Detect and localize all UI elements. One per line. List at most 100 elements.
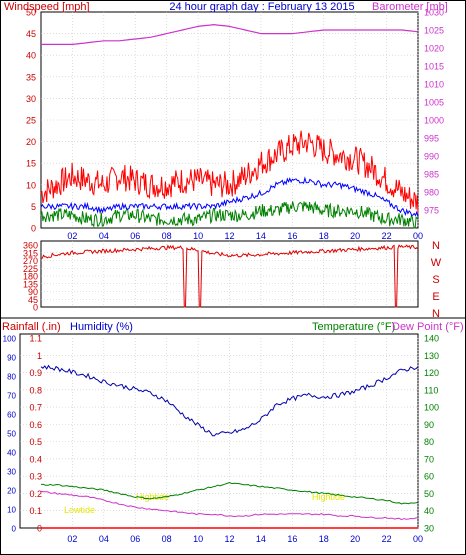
temperature-tick-label: 110 xyxy=(424,385,438,395)
temperature-tick-label: 70 xyxy=(424,454,434,464)
compass-label: W xyxy=(431,257,442,269)
rain-tick-label: 0.5 xyxy=(29,437,42,447)
rainfall-label: Rainfall (.in) xyxy=(2,321,61,333)
hightide-label-1: Hightide xyxy=(136,492,169,502)
compass-label: E xyxy=(432,291,439,303)
hour-tick-label: 00 xyxy=(413,534,423,544)
hour-tick-label: 20 xyxy=(350,231,360,241)
rain-tick-label: 0.8 xyxy=(29,385,42,395)
rain-tick-label: 0 xyxy=(37,524,42,534)
temperature-tick-label: 40 xyxy=(424,506,434,516)
barometer-tick-label: 1010 xyxy=(424,80,444,90)
temperature-tick-label: 90 xyxy=(424,420,434,430)
windspeed-tick-label: 10 xyxy=(26,180,36,190)
hour-tick-label: 14 xyxy=(256,231,266,241)
lowtide-label: Lowtide xyxy=(64,505,95,515)
humidity-tick-label: 30 xyxy=(7,468,16,477)
direction-tick-label: 45 xyxy=(28,295,38,305)
hour-tick-label: 04 xyxy=(99,534,109,544)
hour-tick-label: 10 xyxy=(193,231,203,241)
hour-tick-label: 08 xyxy=(162,231,172,241)
humidity-label: Humidity (%) xyxy=(70,321,133,333)
compass-label: N xyxy=(432,308,440,320)
rain-tick-label: 0.9 xyxy=(29,368,42,378)
barometer-tick-label: 980 xyxy=(424,188,439,198)
compass-label: S xyxy=(432,274,439,286)
hour-tick-label: 08 xyxy=(162,534,172,544)
windspeed-tick-label: 20 xyxy=(26,137,36,147)
hour-tick-label: 20 xyxy=(350,534,360,544)
barometer-tick-label: 1020 xyxy=(424,44,444,54)
hour-tick-label: 04 xyxy=(99,231,109,241)
temperature-tick-label: 80 xyxy=(424,437,434,447)
direction-tick-label: 135 xyxy=(23,279,38,289)
temperature-tick-label: 30 xyxy=(424,524,434,534)
windspeed-tick-label: 25 xyxy=(26,116,36,126)
humidity-tick-label: 0 xyxy=(12,525,17,534)
hour-tick-label: 18 xyxy=(319,231,329,241)
windspeed-tick-label: 50 xyxy=(26,8,36,18)
compass-label: N xyxy=(432,240,440,252)
windspeed-tick-label: 40 xyxy=(26,51,36,61)
windspeed-tick-label: 15 xyxy=(26,159,36,169)
direction-tick-label: 0 xyxy=(33,303,38,313)
humidity-tick-label: 100 xyxy=(3,335,17,344)
barometer-tick-label: 1015 xyxy=(424,62,444,72)
humidity-tick-label: 80 xyxy=(7,373,16,382)
wind-gust-line xyxy=(40,130,419,214)
temperature-tick-label: 60 xyxy=(424,472,434,482)
barometer-tick-label: 995 xyxy=(424,134,439,144)
rain-tick-label: 0.2 xyxy=(29,489,42,499)
direction-tick-label: 360 xyxy=(23,241,38,251)
rain-tick-label: 1 xyxy=(37,351,42,361)
hour-tick-label: 10 xyxy=(193,534,203,544)
barometer-tick-label: 1000 xyxy=(424,116,444,126)
dewpoint-label: Dew Point (°F) xyxy=(392,321,464,333)
hour-tick-label: 14 xyxy=(256,534,266,544)
barometer-tick-label: 990 xyxy=(424,152,439,162)
barometer-tick-label: 1005 xyxy=(424,98,444,108)
hour-tick-label: 02 xyxy=(67,534,77,544)
temperature-label: Temperature (°F) xyxy=(312,321,395,333)
hour-tick-label: 16 xyxy=(287,231,297,241)
barometer-line xyxy=(41,23,419,45)
barometer-tick-label: 985 xyxy=(424,170,439,180)
temperature-tick-label: 140 xyxy=(424,334,439,344)
humidity-tick-label: 60 xyxy=(7,411,16,420)
windspeed-tick-label: 45 xyxy=(26,29,36,39)
direction-tick-label: 180 xyxy=(23,272,38,282)
humidity-tick-label: 10 xyxy=(7,506,16,515)
wind-direction-line xyxy=(40,244,419,308)
barometer-tick-label: 975 xyxy=(424,206,439,216)
barometer-tick-label: 1030 xyxy=(424,8,444,18)
hour-tick-label: 22 xyxy=(382,534,392,544)
direction-tick-label: 315 xyxy=(23,248,38,258)
humidity-tick-label: 90 xyxy=(7,354,16,363)
hour-tick-label: 02 xyxy=(67,231,77,241)
hour-tick-label: 18 xyxy=(319,534,329,544)
hour-tick-label: 06 xyxy=(130,231,140,241)
humidity-line xyxy=(40,364,419,437)
dewpoint-line xyxy=(40,490,419,521)
rain-tick-label: 0.6 xyxy=(29,420,42,430)
hour-tick-label: 12 xyxy=(224,231,234,241)
temperature-tick-label: 50 xyxy=(424,489,434,499)
rain-tick-label: 0.7 xyxy=(29,403,42,413)
temperature-tick-label: 120 xyxy=(424,368,439,378)
graph-title: 24 hour graph day : February 13 2015 xyxy=(169,1,354,13)
humidity-tick-label: 50 xyxy=(7,430,16,439)
windspeed-tick-label: 5 xyxy=(31,202,36,212)
temperature-tick-label: 130 xyxy=(424,351,439,361)
windspeed-title: Windspeed [mph] xyxy=(4,1,90,13)
rain-tick-label: 1.1 xyxy=(29,334,42,344)
hour-tick-label: 16 xyxy=(287,534,297,544)
rain-tick-label: 0.1 xyxy=(29,506,42,516)
windspeed-tick-label: 35 xyxy=(26,72,36,82)
hour-tick-label: 06 xyxy=(130,534,140,544)
wind-average-line xyxy=(40,176,419,218)
direction-tick-label: 90 xyxy=(28,287,38,297)
humidity-tick-label: 40 xyxy=(7,449,16,458)
barometer-tick-label: 1025 xyxy=(424,26,444,36)
